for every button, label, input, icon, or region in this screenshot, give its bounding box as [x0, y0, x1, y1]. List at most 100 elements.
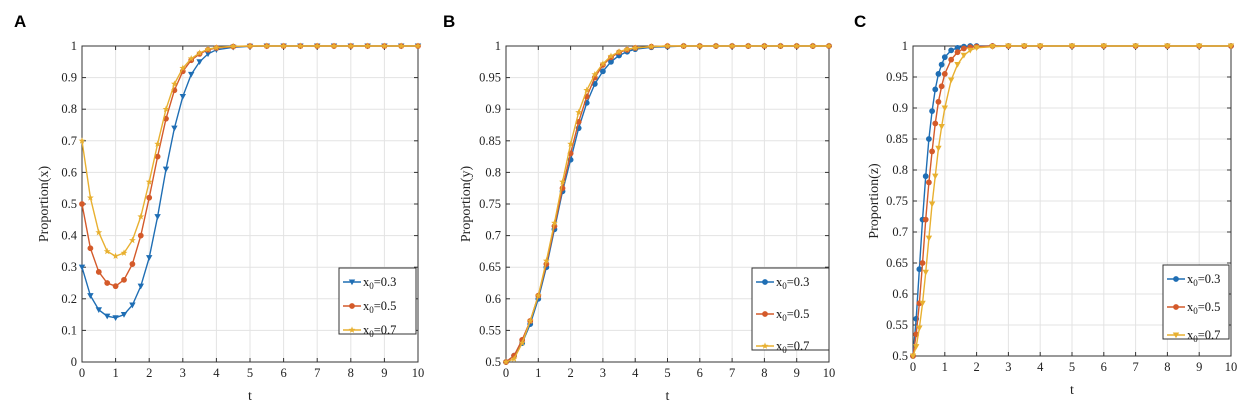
- data-point: [922, 269, 929, 276]
- data-point: [1068, 43, 1076, 50]
- legend-item: x0=0.3: [756, 275, 809, 291]
- x-tick-label: 8: [348, 366, 354, 380]
- legend-label: x0=0.5: [363, 299, 396, 315]
- data-point: [809, 42, 817, 49]
- data-point: [154, 214, 161, 220]
- data-point: [954, 62, 961, 68]
- x-tick-label: 3: [1005, 360, 1011, 374]
- data-point: [542, 257, 550, 264]
- data-point: [313, 42, 321, 49]
- data-point: [948, 47, 955, 54]
- y-tick-label: 0: [71, 355, 77, 369]
- data-point: [989, 44, 996, 50]
- data-point: [935, 98, 942, 105]
- x-tick-label: 0: [79, 366, 85, 380]
- data-point: [909, 353, 917, 360]
- legend-label-main: x: [776, 307, 783, 321]
- legend-swatch-marker: [762, 311, 768, 317]
- data-point: [196, 49, 204, 56]
- data-point: [120, 249, 128, 256]
- data-point: [760, 42, 768, 49]
- panel-letter: C: [854, 12, 866, 31]
- x-tick-label: 1: [535, 366, 541, 380]
- x-tick-label: 3: [180, 366, 186, 380]
- legend-label-value: =0.5: [787, 307, 810, 321]
- legend-label-value: =0.7: [374, 323, 397, 337]
- y-tick-label: 0.6: [892, 287, 908, 301]
- data-point: [938, 83, 945, 90]
- legend-label: x0=0.3: [363, 275, 396, 291]
- data-point: [793, 42, 801, 49]
- legend-item: x0=0.5: [756, 307, 809, 323]
- x-tick-label: 1: [942, 360, 948, 374]
- data-point: [95, 307, 102, 314]
- data-point: [599, 60, 607, 67]
- data-point: [188, 71, 195, 78]
- data-point: [87, 245, 94, 252]
- data-point: [414, 42, 422, 49]
- data-point: [78, 137, 86, 144]
- x-tick-label: 5: [247, 366, 253, 380]
- y-tick-label: 0.5: [485, 355, 501, 369]
- legend-swatch-marker: [1172, 332, 1180, 339]
- legend-label: x0=0.5: [776, 307, 809, 323]
- legend-swatch-marker: [1173, 304, 1179, 310]
- x-tick-label: 2: [567, 366, 573, 380]
- y-tick-label: 1: [71, 39, 77, 53]
- x-tick-label: 5: [664, 366, 670, 380]
- data-point: [680, 42, 688, 49]
- y-tick-label: 0.9: [61, 71, 77, 85]
- data-point: [179, 64, 187, 72]
- legend-item: x0=0.3: [1167, 272, 1220, 288]
- y-tick-label: 0.75: [479, 197, 501, 211]
- data-point: [128, 236, 136, 244]
- data-point: [938, 124, 945, 130]
- legend-box: [338, 267, 417, 335]
- data-point: [928, 201, 936, 208]
- data-point: [696, 42, 704, 49]
- data-point: [170, 80, 178, 87]
- data-point: [1164, 43, 1171, 50]
- x-tick-label: 6: [1101, 360, 1107, 374]
- x-axis-title: t: [248, 389, 252, 404]
- data-point: [162, 166, 170, 173]
- legend-swatch-marker: [348, 326, 356, 333]
- legend-label: x0=0.3: [776, 275, 809, 291]
- y-tick-label: 0.55: [479, 323, 501, 337]
- legend-label-main: x: [1187, 328, 1194, 342]
- series-3: [502, 42, 833, 365]
- data-point: [526, 317, 534, 324]
- chart-panel-A: A0 1 2 3 4 5 6 7 8 9 1000.10.20.30.40.50.60.70.80.…: [14, 12, 424, 404]
- data-point: [179, 94, 186, 100]
- data-point: [583, 86, 591, 94]
- data-point: [1227, 43, 1235, 50]
- legend-label-main: x: [363, 323, 370, 337]
- legend-label-main: x: [776, 339, 783, 353]
- legend-label-subscript: 0: [369, 329, 374, 339]
- data-point: [104, 313, 111, 320]
- legend-label-main: x: [363, 299, 370, 313]
- data-point: [926, 179, 932, 186]
- data-point: [929, 108, 935, 114]
- y-tick-label: 0.6: [61, 165, 77, 179]
- data-point: [960, 52, 968, 59]
- data-point: [204, 51, 212, 58]
- legend-label-subscript: 0: [1193, 334, 1198, 344]
- data-point: [744, 42, 752, 49]
- legend-item: x0=0.3: [343, 275, 396, 291]
- data-point: [941, 71, 948, 77]
- data-point: [938, 61, 945, 68]
- data-point: [330, 42, 338, 49]
- y-tick-label: 0.7: [892, 225, 908, 239]
- data-point: [1100, 43, 1107, 50]
- legend-label-subscript: 0: [369, 305, 374, 315]
- data-point: [948, 56, 955, 63]
- series-3: [909, 43, 1235, 360]
- x-tick-label: 7: [314, 366, 320, 380]
- legend-label: x0=0.5: [1187, 300, 1220, 316]
- x-axis-title: t: [1070, 383, 1074, 398]
- y-axis-title: Proportion(y): [459, 166, 474, 243]
- x-tick-label: 4: [1037, 360, 1044, 374]
- x-tick-label: 4: [213, 366, 220, 380]
- y-tick-label: 0.9: [485, 102, 501, 116]
